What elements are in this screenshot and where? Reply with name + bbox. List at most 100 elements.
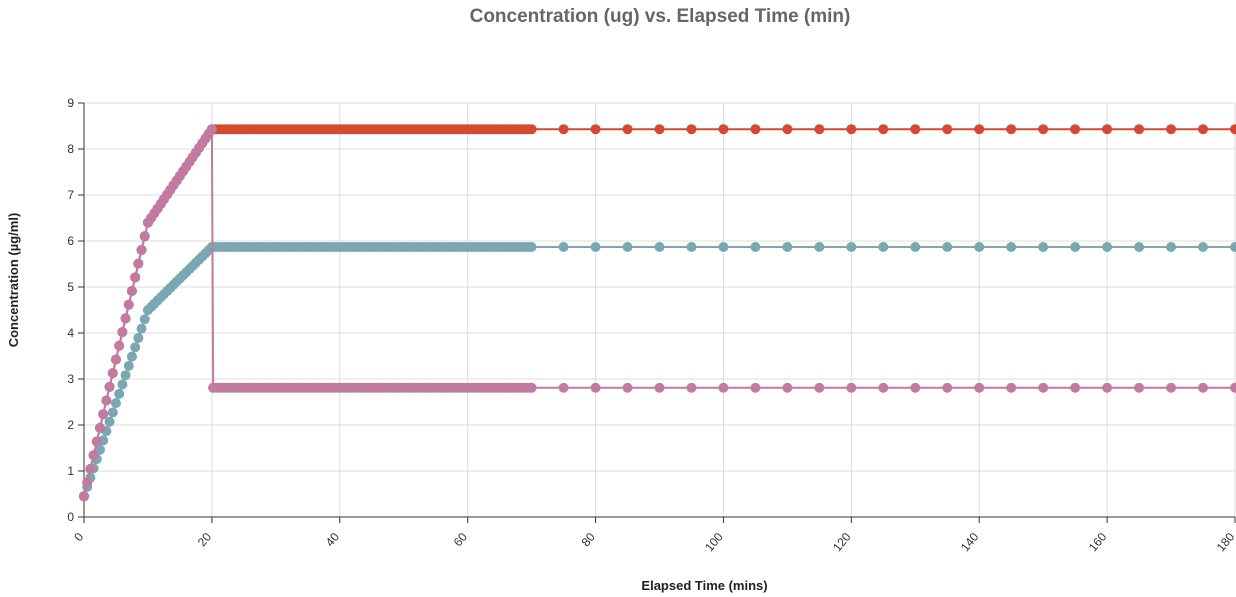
series-1-point[interactable] [846,124,857,135]
series-3-point[interactable] [94,422,105,433]
series-2-point[interactable] [123,360,134,371]
series-3-point[interactable] [622,382,633,393]
series-3-point[interactable] [1198,382,1209,393]
series-3-point[interactable] [107,368,118,379]
series-3-point[interactable] [590,382,601,393]
series-3-point[interactable] [85,463,96,474]
series-1-point[interactable] [686,124,697,135]
series-1-point[interactable] [1198,124,1209,135]
series-3-point[interactable] [142,217,153,228]
series-3-point[interactable] [133,258,144,269]
series-3-point[interactable] [123,299,134,310]
series-3-point[interactable] [878,382,889,393]
series-2-point[interactable] [750,241,761,252]
series-1-point[interactable] [622,124,633,135]
series-2-point[interactable] [878,241,889,252]
series-2-point[interactable] [117,379,128,390]
series-1-point[interactable] [1134,124,1145,135]
series-3-point[interactable] [79,491,89,502]
series-3-point[interactable] [846,382,857,393]
series-2-point[interactable] [142,305,153,315]
series-1-point[interactable] [718,124,729,135]
series-1-point[interactable] [1166,124,1177,135]
series-2-point[interactable] [590,241,601,252]
series-1-point[interactable] [910,124,921,135]
series-3-point[interactable] [88,450,99,461]
series-2-point[interactable] [782,241,793,252]
series-1-point[interactable] [974,124,985,135]
series-2-point[interactable] [130,342,141,353]
series-2-point[interactable] [1134,241,1145,252]
series-3-point[interactable] [654,382,665,393]
series-1-point[interactable] [558,124,569,135]
series-1-point[interactable] [1038,124,1049,135]
series-3-point[interactable] [117,327,128,338]
series-3-point[interactable] [910,382,921,393]
series-3-point[interactable] [814,382,825,393]
series-1-point[interactable] [750,124,761,135]
series-3-point[interactable] [130,272,141,283]
series-3-point[interactable] [942,382,953,393]
series-3-point[interactable] [526,382,537,393]
series-3-point[interactable] [1038,382,1049,393]
series-3-point[interactable] [718,382,729,393]
series-2-point[interactable] [526,241,537,252]
series-3-point[interactable] [110,354,121,365]
series-1-point[interactable] [590,124,601,135]
series-3-point[interactable] [686,382,697,393]
series-3-point[interactable] [1070,382,1081,393]
series-2-point[interactable] [622,241,633,252]
series-2-point[interactable] [910,241,921,252]
series-1-point[interactable] [814,124,825,135]
series-3-point[interactable] [114,340,125,351]
series-2-point[interactable] [942,241,953,252]
series-3-point[interactable] [1006,382,1017,393]
series-2-point[interactable] [974,241,985,252]
series-1-point[interactable] [782,124,793,135]
series-2-point[interactable] [1166,241,1177,252]
series-3-point[interactable] [782,382,793,393]
series-1-point[interactable] [654,124,665,135]
series-1-point[interactable] [878,124,889,135]
series-3-point[interactable] [974,382,985,393]
series-1-point[interactable] [526,124,537,135]
series-3-point[interactable] [120,313,131,324]
series-2-point[interactable] [846,241,857,252]
series-1-point[interactable] [1070,124,1081,135]
series-2-point[interactable] [718,241,729,252]
series-2-point[interactable] [1038,241,1049,252]
series-2-point[interactable] [104,416,115,427]
series-3-point[interactable] [558,382,569,393]
series-2-point[interactable] [120,370,131,381]
series-3-point[interactable] [98,409,109,420]
series-2-point[interactable] [110,398,121,409]
series-2-point[interactable] [1102,241,1113,252]
series-2-point[interactable] [1006,241,1017,252]
series-3-point[interactable] [1166,382,1177,393]
series-3-point[interactable] [750,382,761,393]
series-1-point[interactable] [1230,124,1236,135]
series-2-point[interactable] [126,351,137,362]
series-2-point[interactable] [686,241,697,252]
series-3-point[interactable] [1134,382,1145,393]
series-2-point[interactable] [1198,241,1209,252]
series-2-point[interactable] [114,388,125,399]
series-3-point[interactable] [139,231,150,242]
series-2-point[interactable] [139,314,150,325]
series-2-point[interactable] [654,241,665,252]
series-3-point[interactable] [82,477,93,488]
series-3-point[interactable] [1102,382,1113,393]
series-2-point[interactable] [1070,241,1081,252]
series-2-point[interactable] [1230,241,1236,252]
series-2-point[interactable] [814,241,825,252]
series-1-point[interactable] [1006,124,1017,135]
series-2-point[interactable] [133,332,144,343]
series-3-point[interactable] [91,436,102,447]
series-3-point[interactable] [208,382,219,393]
series-2-point[interactable] [558,241,569,252]
series-3-point[interactable] [206,124,217,135]
series-2-point[interactable] [136,323,147,334]
series-1-point[interactable] [942,124,953,135]
series-3-point[interactable] [101,395,112,406]
series-3-point[interactable] [104,381,115,392]
